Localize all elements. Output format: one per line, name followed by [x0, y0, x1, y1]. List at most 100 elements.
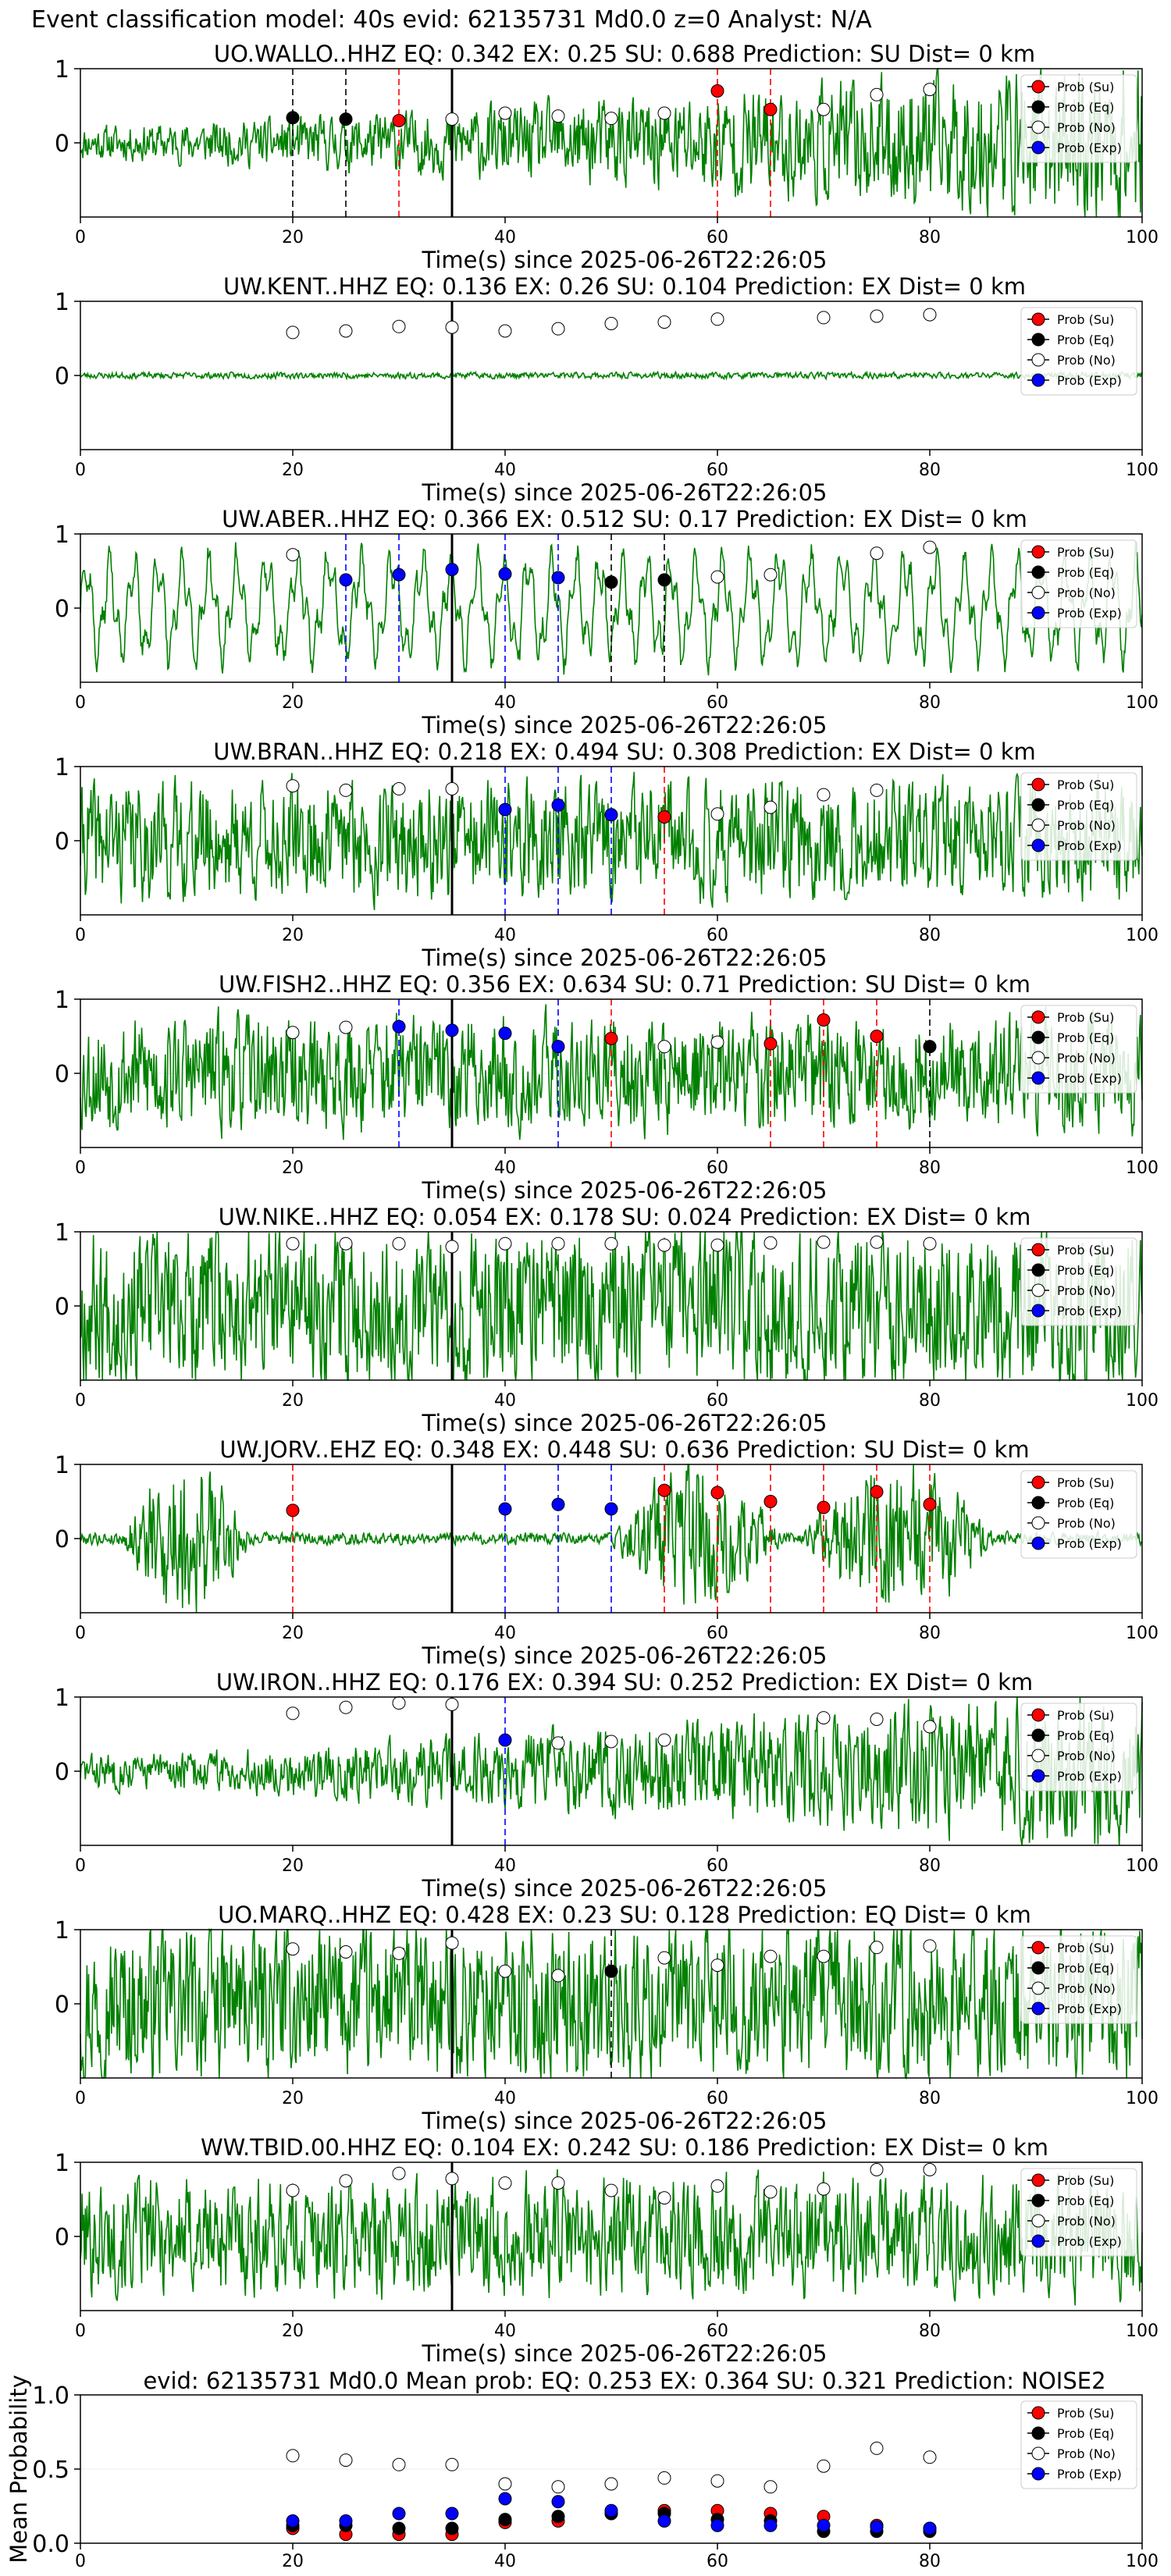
x-tick-label: 20	[282, 2089, 304, 2108]
legend-label: Prob (Eq)	[1057, 1728, 1114, 1743]
mean-point-exp	[286, 2514, 300, 2528]
probability-point	[763, 1037, 778, 1051]
mean-point-exp	[392, 2507, 406, 2521]
waveform-trace	[80, 771, 1143, 910]
station-panel: UW.ABER..HHZ EQ: 0.366 EX: 0.512 SU: 0.1…	[55, 506, 1159, 738]
probability-point	[498, 802, 512, 817]
legend-label: Prob (Exp)	[1057, 141, 1122, 155]
station-panel: WW.TBID.00.HHZ EQ: 0.104 EX: 0.242 SU: 0…	[55, 2134, 1159, 2367]
mean-point-exp	[710, 2518, 724, 2532]
mean-point-exp	[339, 2514, 353, 2528]
x-tick-label: 100	[1126, 1856, 1159, 1876]
mean-point-no	[763, 2480, 778, 2494]
probability-point	[445, 563, 459, 577]
probability-point	[870, 1485, 884, 1499]
mean-point-exp	[763, 2518, 778, 2532]
y-tick-label: 0	[55, 1759, 69, 1786]
legend-label: Prob (Exp)	[1057, 2467, 1122, 2482]
panel-title: UW.BRAN..HHZ EQ: 0.218 EX: 0.494 SU: 0.3…	[213, 738, 1036, 765]
x-axis-label: Time(s) since 2025-06-26T22:26:05	[422, 479, 828, 506]
legend-label: Prob (No)	[1057, 1749, 1116, 1763]
probability-point	[657, 1733, 671, 1747]
legend-box	[1020, 1237, 1137, 1326]
y-tick-label: 0.0	[32, 2531, 69, 2558]
legend-marker	[1031, 1010, 1045, 1024]
x-tick-label: 40	[494, 228, 516, 247]
x-tick-label: 60	[707, 461, 728, 480]
panel-title: UO.WALLO..HHZ EQ: 0.342 EX: 0.25 SU: 0.6…	[214, 41, 1035, 67]
probability-point	[657, 106, 671, 120]
probability-point	[339, 2174, 353, 2188]
y-tick-label: 1	[55, 521, 69, 549]
legend-marker	[1031, 1030, 1045, 1044]
probability-point	[445, 1698, 459, 1711]
probability-point	[286, 779, 300, 793]
probability-point	[498, 1964, 512, 1978]
legend-label: Prob (Exp)	[1057, 1769, 1122, 1784]
probability-point	[392, 1019, 406, 1034]
legend-marker	[1031, 798, 1045, 812]
probability-point	[339, 1236, 353, 1251]
mean-point-no	[445, 2457, 459, 2471]
x-tick-label: 20	[282, 2552, 304, 2571]
probability-point	[286, 548, 300, 562]
legend-marker	[1031, 2234, 1045, 2248]
mean-point-exp	[551, 2495, 565, 2509]
probability-point	[339, 324, 353, 338]
probability-point	[286, 1706, 300, 1720]
legend-label: Prob (No)	[1057, 585, 1116, 600]
x-tick-label: 80	[919, 2322, 941, 2341]
y-tick-label: 1	[55, 56, 69, 84]
mean-point-eq	[498, 2513, 512, 2527]
x-tick-label: 20	[282, 926, 304, 945]
probability-point	[763, 2185, 778, 2199]
x-axis-label: Time(s) since 2025-06-26T22:26:05	[422, 1642, 828, 1669]
x-tick-label: 60	[707, 2552, 728, 2571]
x-tick-label: 20	[282, 228, 304, 247]
waveform-trace	[80, 67, 1143, 218]
panel-title: UO.MARQ..HHZ EQ: 0.428 EX: 0.23 SU: 0.12…	[218, 1902, 1031, 1928]
legend-label: Prob (Exp)	[1057, 1536, 1122, 1551]
probability-point	[710, 2179, 724, 2193]
x-tick-label: 80	[919, 1158, 941, 1178]
x-tick-label: 100	[1126, 926, 1159, 945]
probability-point	[657, 1483, 671, 1497]
x-axis-label: Time(s) since 2025-06-26T22:26:05	[422, 247, 828, 273]
legend-label: Prob (Su)	[1057, 2406, 1114, 2421]
x-tick-label: 0	[75, 2089, 86, 2108]
x-tick-label: 20	[282, 1158, 304, 1178]
x-tick-label: 20	[282, 1624, 304, 1643]
probability-point	[551, 1736, 565, 1750]
station-panel: UW.NIKE..HHZ EQ: 0.054 EX: 0.178 SU: 0.0…	[55, 1204, 1159, 1436]
x-axis-label: Time(s) since 2025-06-26T22:26:05	[422, 712, 828, 738]
mean-point-eq	[392, 2521, 406, 2535]
legend-label: Prob (No)	[1057, 1516, 1116, 1531]
probability-point	[710, 312, 724, 326]
probability-point	[551, 798, 565, 812]
legend-label: Prob (Eq)	[1057, 1030, 1114, 1045]
probability-point	[604, 1236, 618, 1251]
legend-marker	[1031, 2467, 1045, 2481]
probability-point	[551, 1040, 565, 1054]
mean-point-exp	[498, 2492, 512, 2506]
y-tick-label: 1	[55, 2150, 69, 2177]
probability-point	[551, 322, 565, 336]
x-tick-label: 40	[494, 2089, 516, 2108]
probability-point	[870, 1713, 884, 1726]
legend-box	[1020, 2400, 1137, 2489]
station-panel: UW.IRON..HHZ EQ: 0.176 EX: 0.394 SU: 0.2…	[55, 1669, 1159, 1902]
probability-point	[551, 2176, 565, 2190]
probability-point	[657, 573, 671, 587]
legend-label: Prob (No)	[1057, 818, 1116, 833]
probability-point	[657, 315, 671, 329]
mean-point-no	[710, 2474, 724, 2488]
probability-point	[817, 102, 831, 116]
probability-point	[923, 1040, 937, 1054]
x-tick-label: 0	[75, 1624, 86, 1643]
x-tick-label: 0	[75, 693, 86, 713]
legend-marker	[1031, 1961, 1045, 1975]
legend-marker	[1031, 1475, 1045, 1489]
legend-label: Prob (No)	[1057, 120, 1116, 135]
legend-label: Prob (Eq)	[1057, 100, 1114, 115]
